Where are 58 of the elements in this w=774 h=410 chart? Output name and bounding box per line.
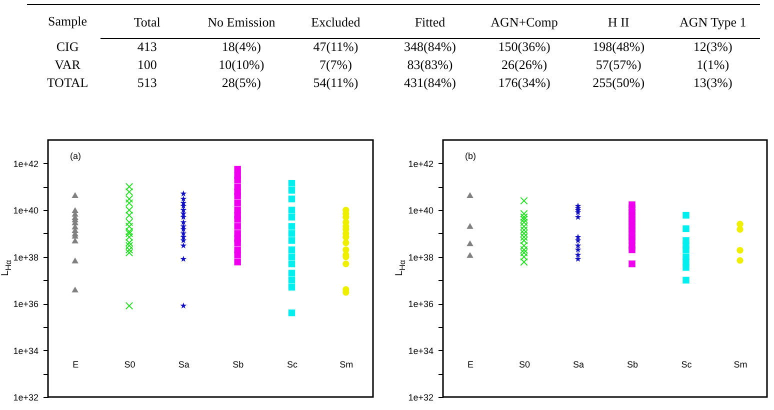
x-tick-label: Sb: [232, 360, 244, 370]
annotation: (b): [465, 151, 476, 161]
text: 176(34%): [498, 75, 550, 90]
x-tick-label: Total: [134, 14, 161, 30]
text: 47(11%): [313, 39, 358, 54]
text: 26(26%): [502, 57, 548, 72]
x-tick-label: No Emission: [208, 14, 276, 30]
text: 1(1%): [696, 57, 730, 72]
y-tick-label: TOTAL: [46, 75, 88, 90]
y-axis-title: Sample: [48, 14, 88, 28]
text: 431(84%): [404, 75, 456, 90]
text: 13(3%): [693, 75, 732, 90]
y-tick-label: 1e+32: [408, 392, 434, 402]
text: 348(84%): [404, 39, 456, 54]
x-tick-label: H II: [608, 14, 630, 30]
text: 54(11%): [313, 75, 358, 90]
y-tick-label: CIG: [56, 39, 79, 54]
y-tick-label: 1e+34: [13, 346, 38, 356]
x-tick-label: Sc: [286, 360, 298, 370]
text: 255(50%): [592, 75, 645, 90]
y-tick-label: 1e+40: [408, 206, 434, 216]
x-tick-label: Sa: [572, 360, 584, 370]
x-tick-label: Sb: [626, 360, 638, 370]
x-tick-label: Fitted: [414, 14, 446, 30]
x-tick-label: E: [72, 360, 79, 370]
y-tick-label: 1e+38: [408, 252, 434, 262]
x-tick-label: S0: [518, 360, 530, 370]
x-tick-label: Sm: [734, 360, 748, 370]
x-tick-label: AGN Type 1: [679, 14, 746, 30]
x-tick-label: E: [467, 360, 474, 370]
x-tick-label: Sm: [340, 360, 354, 370]
text: 150(36%): [498, 39, 550, 54]
y-tick-label: 1e+34: [408, 346, 434, 356]
y-tick-label: VAR: [54, 57, 81, 72]
text: 83(83%): [407, 57, 453, 72]
x-tick-label: AGN+Comp: [490, 14, 558, 30]
x-tick-label: Sc: [681, 360, 692, 370]
data-label: 100: [137, 57, 157, 72]
data-label: 513: [137, 75, 157, 90]
text: 18(4%): [222, 39, 261, 54]
text: 198(48%): [592, 39, 645, 54]
data-label: 413: [137, 39, 157, 54]
text: 10(10%): [218, 57, 264, 72]
text: 12(3%): [693, 39, 732, 54]
x-tick-label: S0: [124, 360, 136, 370]
y-tick-label: 1e+36: [408, 299, 434, 310]
y-tick-label: 1e+32: [13, 392, 38, 402]
y-tick-label: 1e+42: [13, 158, 38, 169]
y-tick-label: 1e+42: [408, 158, 434, 169]
text: 7(7%): [319, 57, 352, 72]
y-tick-label: 1e+38: [13, 252, 38, 262]
y-tick-label: 1e+36: [13, 299, 38, 310]
x-tick-label: Excluded: [311, 14, 361, 30]
text: 28(5%): [222, 75, 261, 90]
y-tick-label: 1e+40: [13, 206, 38, 216]
annotation: (a): [70, 151, 81, 161]
text: 57(57%): [596, 57, 642, 72]
x-tick-label: Sa: [178, 360, 190, 370]
